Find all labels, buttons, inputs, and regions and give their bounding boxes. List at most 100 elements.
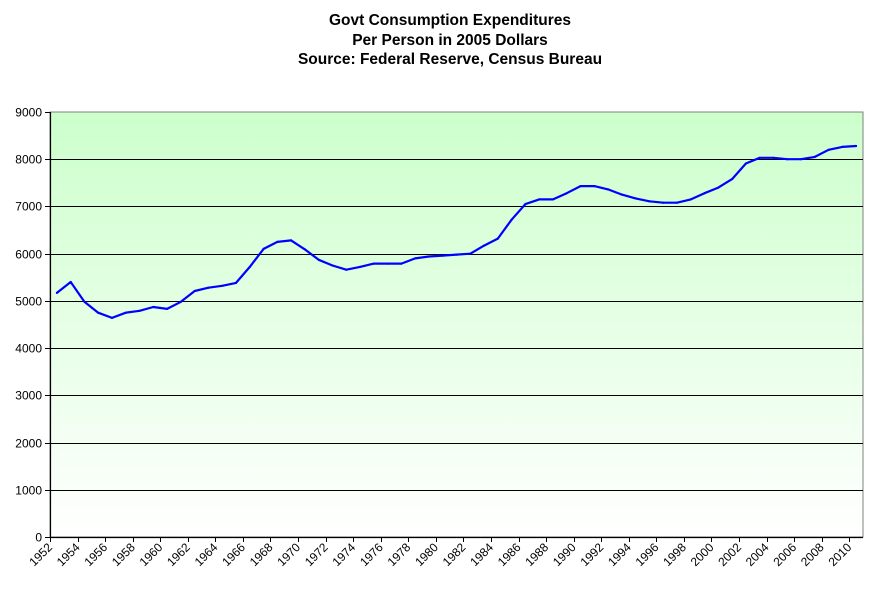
data-point-1963 — [207, 286, 210, 289]
data-point-1952 — [55, 291, 59, 294]
x-axis: 1952195419561958196019621964196619681970… — [26, 536, 863, 569]
data-point-1984 — [496, 237, 499, 240]
x-tick-label: 1998 — [660, 540, 689, 569]
gridlines — [50, 159, 863, 491]
data-point-1980 — [441, 254, 444, 257]
x-tick-label: 2008 — [798, 540, 827, 569]
data-point-2000 — [717, 186, 720, 189]
data-point-1965 — [234, 281, 238, 284]
x-tick-label: 1974 — [329, 540, 358, 569]
chart-title: Govt Consumption Expenditures Per Person… — [0, 11, 875, 70]
y-tick-label: 8000 — [15, 153, 42, 167]
plot-area — [49, 111, 864, 538]
x-tick-label: 1982 — [440, 540, 469, 569]
chart-title-line-2: Per Person in 2005 Dollars — [352, 31, 548, 49]
x-tick-label: 1980 — [412, 540, 441, 569]
data-point-1998 — [689, 198, 692, 201]
data-point-1958 — [138, 309, 141, 312]
x-tick-label: 1968 — [247, 540, 276, 569]
data-point-1961 — [179, 300, 182, 303]
data-point-1960 — [166, 307, 169, 310]
x-tick-label: 1962 — [164, 540, 193, 569]
data-point-2004 — [772, 156, 775, 159]
x-tick-label: 1984 — [467, 540, 496, 569]
data-point-1983 — [483, 244, 486, 247]
data-point-1968 — [276, 240, 279, 243]
x-tick-label: 1986 — [495, 540, 524, 569]
x-tick-label: 1996 — [633, 540, 662, 569]
data-point-1999 — [703, 192, 706, 195]
x-tick-label: 1990 — [550, 540, 579, 569]
data-point-1964 — [221, 284, 224, 287]
x-tick-label: 1954 — [54, 540, 83, 569]
data-point-1986 — [524, 203, 527, 206]
x-tick-label: 1960 — [137, 540, 166, 569]
data-point-1993 — [620, 193, 624, 196]
data-point-1969 — [290, 239, 293, 242]
x-tick-label: 1972 — [302, 540, 331, 569]
data-point-1954 — [83, 300, 86, 303]
data-point-1973 — [345, 268, 348, 271]
series-group — [55, 144, 858, 319]
y-tick-label: 9000 — [15, 106, 42, 120]
data-point-1953 — [69, 280, 72, 284]
x-tick-label: 1976 — [357, 540, 386, 569]
data-point-1987 — [538, 198, 541, 201]
data-point-2005 — [786, 158, 789, 161]
y-tick-label: 1000 — [15, 484, 42, 498]
data-point-1974 — [358, 265, 362, 268]
x-tick-label: 1952 — [26, 540, 55, 569]
x-tick-label: 1956 — [81, 540, 110, 569]
y-tick-label: 0 — [35, 531, 42, 545]
data-point-1970 — [303, 248, 306, 251]
data-point-1982 — [469, 252, 472, 255]
x-tick-label: 2010 — [826, 540, 855, 569]
data-point-1991 — [593, 185, 596, 188]
data-point-2006 — [799, 158, 803, 161]
y-axis: 0 1000 2000 3000 4000 5000 6000 7000 8000 9000 — [15, 106, 52, 545]
data-point-1967 — [262, 247, 265, 250]
y-tick-label: 5000 — [15, 295, 42, 309]
y-tick-label: 3000 — [15, 389, 42, 403]
x-tick-label: 1988 — [522, 540, 551, 569]
x-tick-label: 1958 — [109, 540, 138, 569]
data-point-1997 — [675, 201, 679, 204]
data-point-1985 — [510, 218, 513, 221]
data-point-1972 — [331, 264, 334, 267]
data-point-1971 — [317, 258, 320, 261]
chart-title-line-3: Source: Federal Reserve, Census Bureau — [297, 51, 603, 68]
data-point-1978 — [414, 257, 417, 260]
data-point-1988 — [551, 198, 555, 201]
data-point-2007 — [813, 155, 816, 158]
chart-title-line-1: Govt Consumption Expenditures — [329, 12, 571, 29]
x-tick-label: 1964 — [192, 540, 221, 569]
y-tick-label: 2000 — [15, 437, 42, 451]
data-point-1994 — [634, 197, 637, 200]
data-point-2009 — [841, 145, 844, 148]
data-point-1981 — [455, 253, 458, 256]
data-point-1959 — [152, 305, 155, 309]
y-tick-label: 4000 — [15, 342, 42, 356]
data-point-1975 — [372, 262, 375, 265]
data-point-2010 — [855, 144, 858, 148]
data-point-1992 — [607, 188, 610, 191]
data-point-1966 — [248, 265, 251, 268]
x-tick-label: 2006 — [770, 540, 799, 569]
x-tick-label: 1970 — [274, 540, 303, 569]
data-point-1957 — [124, 311, 127, 314]
data-point-1977 — [400, 262, 403, 265]
data-point-1976 — [386, 262, 389, 265]
data-point-1996 — [662, 201, 665, 204]
data-point-1955 — [97, 311, 100, 314]
data-point-2002 — [744, 162, 748, 165]
y-tick-label: 6000 — [15, 248, 42, 262]
x-tick-label: 2004 — [743, 540, 772, 569]
data-point-2008 — [827, 148, 830, 151]
x-tick-label: 2000 — [688, 540, 717, 569]
x-tick-label: 1966 — [219, 540, 248, 569]
data-point-1990 — [579, 185, 582, 188]
x-tick-label: 1992 — [578, 540, 607, 569]
data-point-2001 — [731, 178, 734, 181]
data-point-1979 — [427, 255, 430, 258]
